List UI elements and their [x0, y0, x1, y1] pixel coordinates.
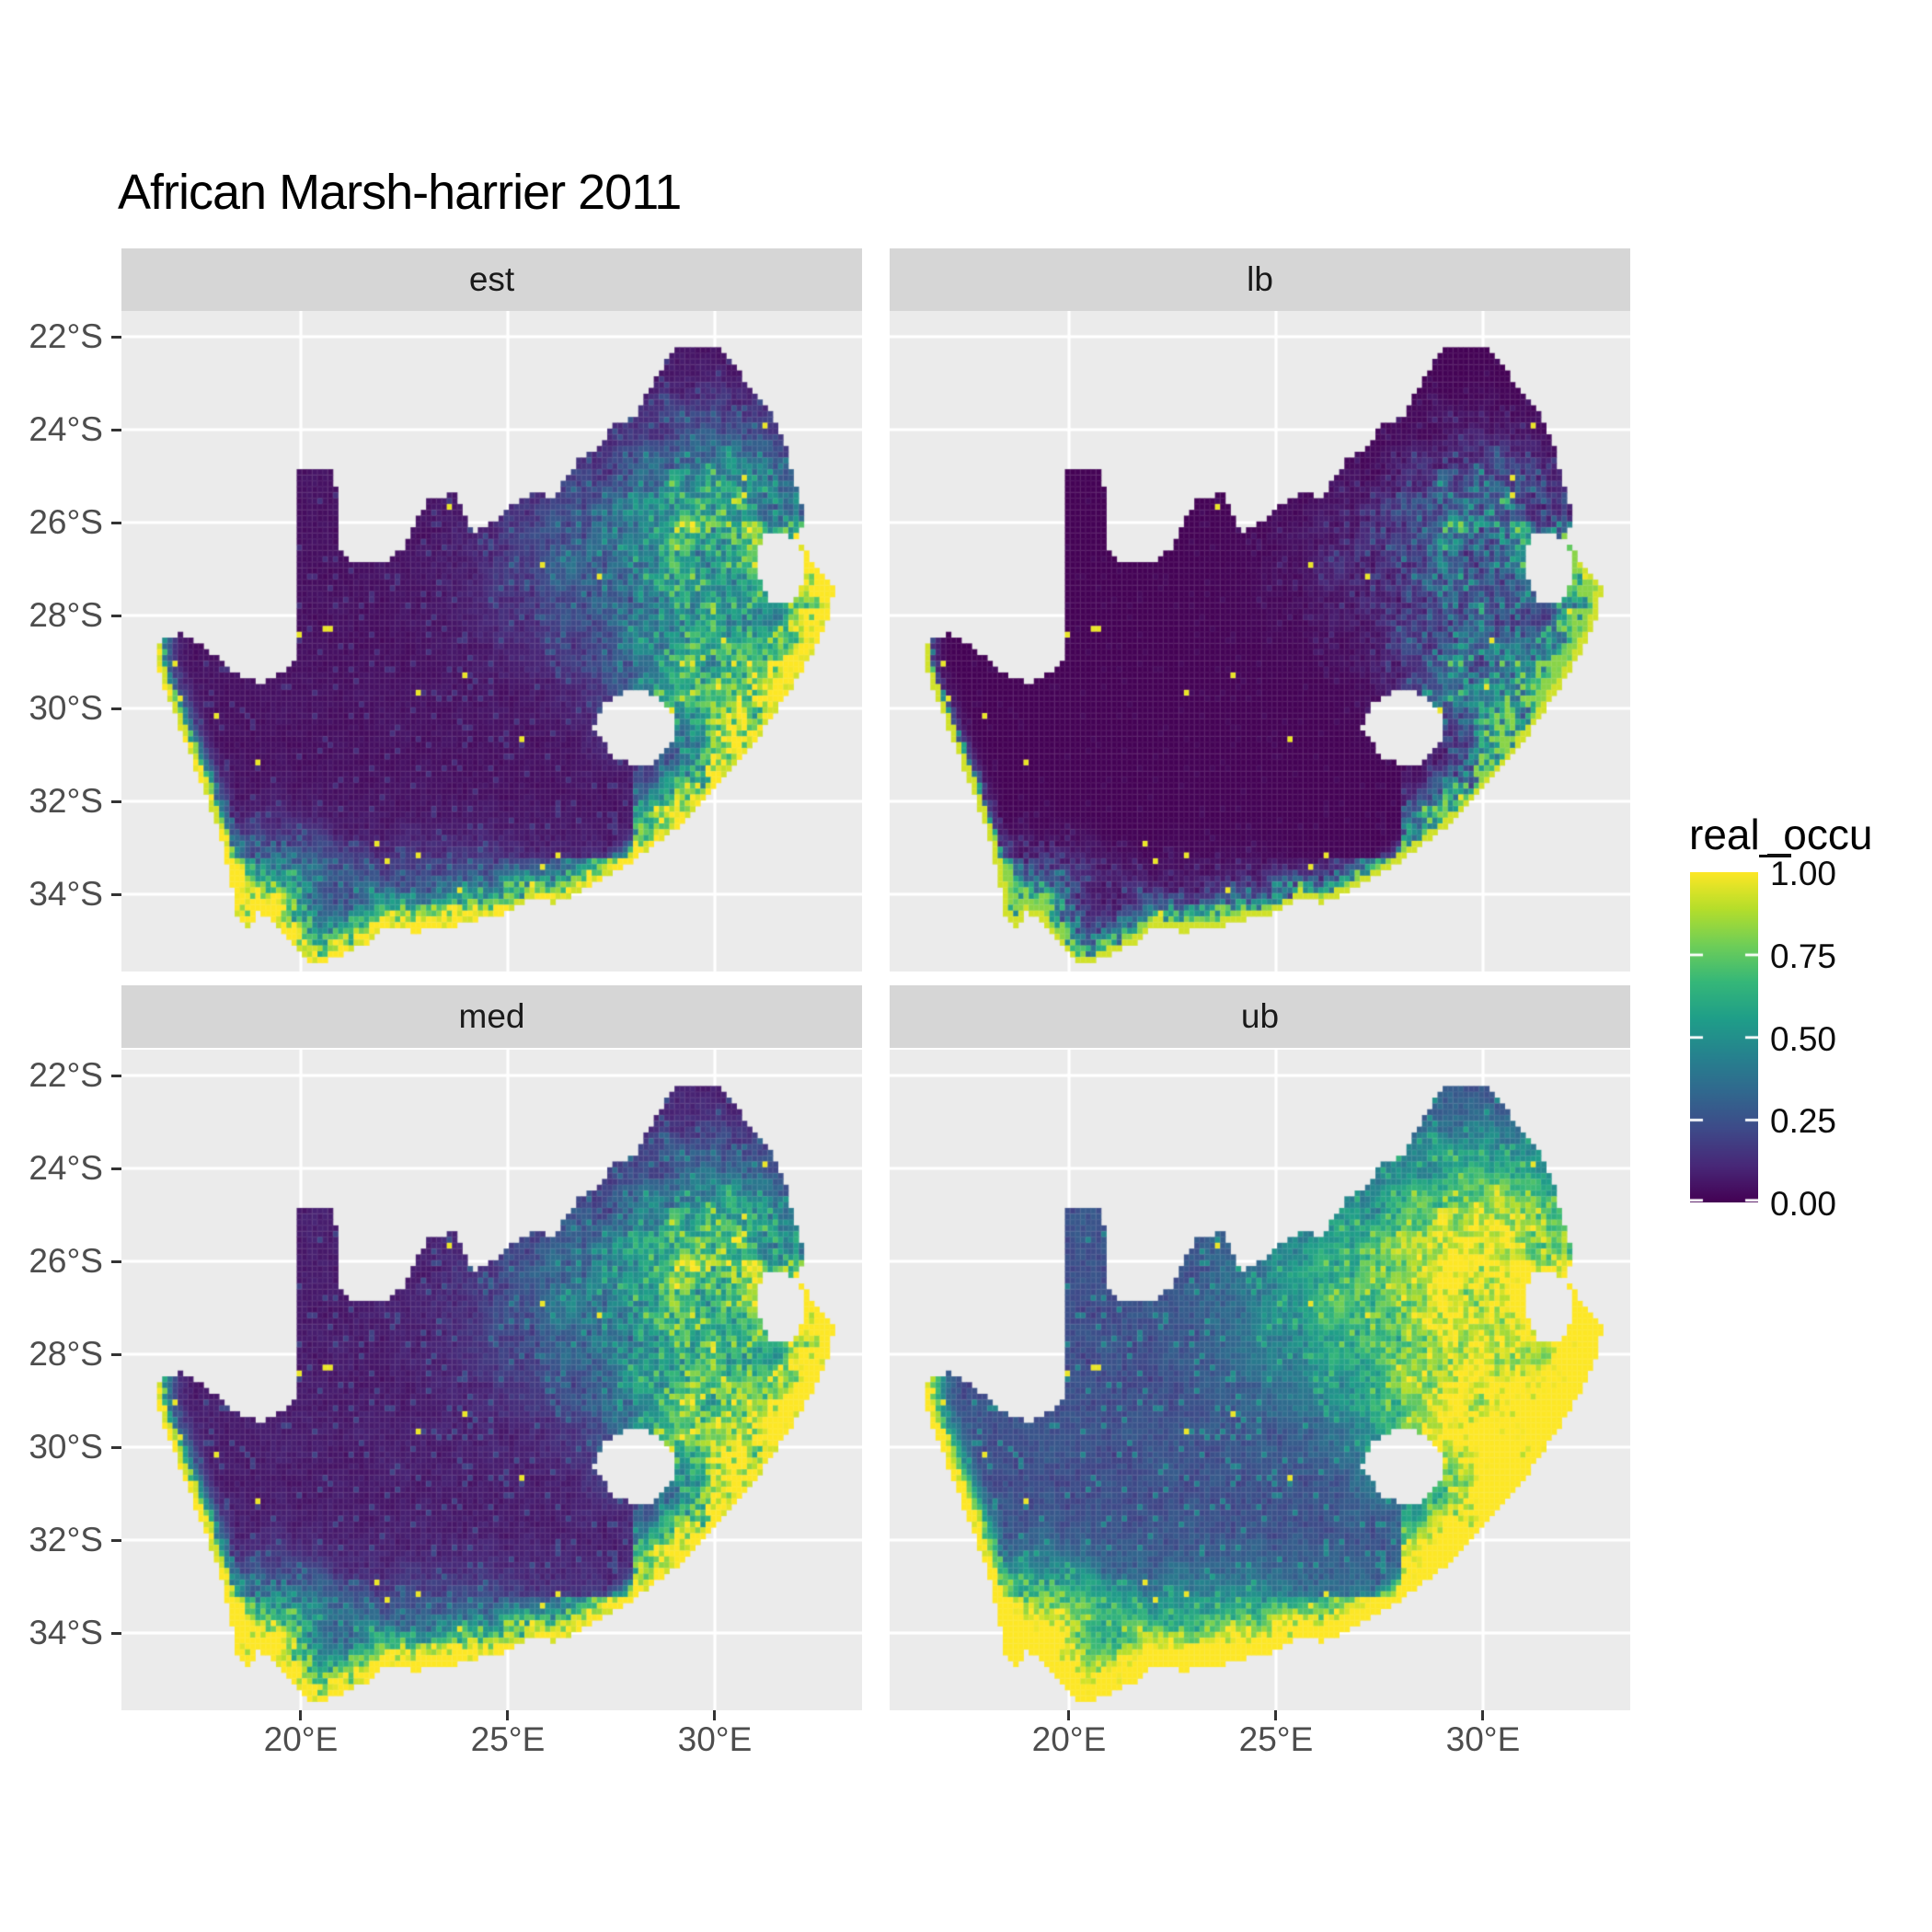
y-axis-tick [111, 799, 121, 803]
x-axis-tick [1067, 1710, 1071, 1720]
map-panel-ub [890, 1050, 1630, 1710]
y-axis-tick [111, 892, 121, 896]
map-panel-med [121, 1050, 862, 1710]
y-axis-label: 34°S [29, 1614, 103, 1652]
facet-strip-label-med: med [458, 997, 525, 1035]
x-axis-tick [1481, 1710, 1485, 1720]
y-axis-tick [111, 1167, 121, 1170]
y-axis-label: 26°S [29, 1242, 103, 1281]
legend-label: 0.75 [1770, 937, 1837, 975]
plot-title: African Marsh-harrier 2011 [118, 165, 682, 220]
y-axis-label: 34°S [29, 875, 103, 914]
x-axis-label: 25°E [470, 1720, 546, 1758]
y-axis-label: 30°S [29, 689, 103, 728]
legend-label: 0.25 [1770, 1102, 1837, 1141]
x-axis-label: 25°E [1238, 1720, 1314, 1758]
y-axis-label: 26°S [29, 503, 103, 542]
map-panel-lb [890, 311, 1630, 972]
x-axis-label: 20°E [1031, 1720, 1107, 1758]
y-axis-label: 32°S [29, 1521, 103, 1559]
facet-strip-lb: lb [890, 248, 1630, 311]
x-axis-tick [1274, 1710, 1278, 1720]
map-panel-est [121, 311, 862, 972]
x-axis-tick [506, 1710, 510, 1720]
x-axis-tick [713, 1710, 717, 1720]
legend-label: 0.00 [1770, 1185, 1837, 1223]
x-axis-label: 20°E [263, 1720, 339, 1758]
x-axis-label: 30°E [677, 1720, 753, 1758]
y-axis-tick [111, 1352, 121, 1356]
legend-label: 0.50 [1770, 1019, 1837, 1058]
y-axis-label: 22°S [29, 1056, 103, 1095]
y-axis-label: 28°S [29, 596, 103, 635]
y-axis-label: 30°S [29, 1428, 103, 1466]
y-axis-label: 22°S [29, 317, 103, 356]
x-axis-label: 30°E [1445, 1720, 1521, 1758]
facet-strip-est: est [121, 248, 862, 311]
facet-strip-label-est: est [468, 260, 515, 298]
y-axis-tick [111, 1074, 121, 1077]
y-axis-tick [111, 1259, 121, 1263]
facet-strip-ub: ub [890, 985, 1630, 1048]
facet-strip-label-lb: lb [1247, 260, 1273, 298]
y-axis-label: 24°S [29, 1149, 103, 1188]
y-axis-tick [111, 614, 121, 617]
y-axis-tick [111, 707, 121, 710]
legend-top-tick [1767, 854, 1791, 857]
y-axis-label: 24°S [29, 410, 103, 449]
legend-title: real_occu [1689, 811, 1873, 858]
y-axis-tick [111, 335, 121, 339]
y-axis-label: 28°S [29, 1335, 103, 1374]
y-axis-label: 32°S [29, 782, 103, 821]
y-axis-tick [111, 1538, 121, 1542]
legend-colorbar [1690, 872, 1758, 1202]
y-axis-tick [111, 1631, 121, 1635]
y-axis-tick [111, 1445, 121, 1449]
x-axis-tick [299, 1710, 303, 1720]
facet-strip-label-ub: ub [1240, 997, 1280, 1035]
legend-label: 1.00 [1770, 855, 1837, 892]
y-axis-tick [111, 521, 121, 524]
y-axis-tick [111, 428, 121, 431]
facet-strip-med: med [121, 985, 862, 1048]
